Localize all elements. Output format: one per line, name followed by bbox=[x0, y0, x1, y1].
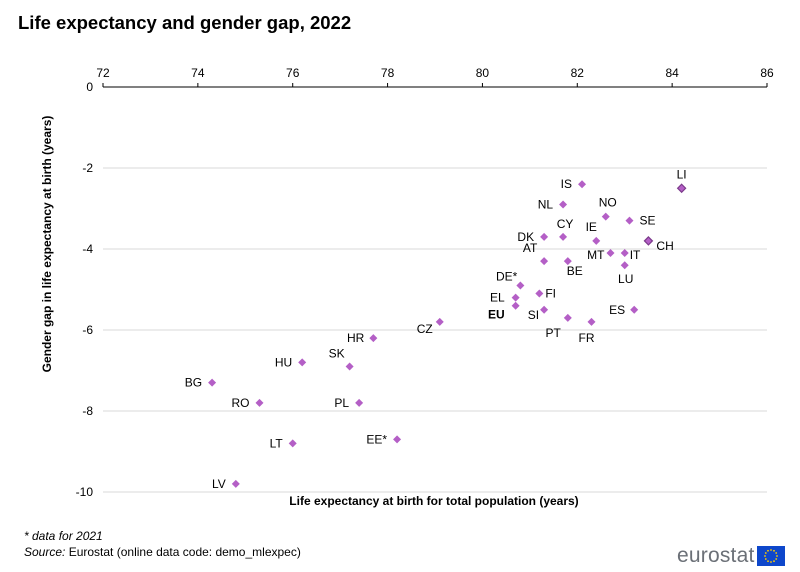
data-point-de bbox=[516, 281, 525, 290]
data-point-ro bbox=[255, 398, 264, 407]
chart-title: Life expectancy and gender gap, 2022 bbox=[18, 12, 352, 33]
x-tick-label: 72 bbox=[96, 66, 110, 80]
point-label-be: BE bbox=[567, 264, 583, 278]
point-label-si: SI bbox=[528, 308, 539, 322]
data-point-li bbox=[676, 183, 687, 194]
data-point-no bbox=[601, 212, 610, 221]
point-label-dk: DK bbox=[517, 230, 534, 244]
y-axis-label: Gender gap in life expectancy at birth (… bbox=[40, 116, 54, 373]
x-axis-label: Life expectancy at birth for total popul… bbox=[289, 494, 578, 508]
data-point-nl bbox=[559, 200, 568, 209]
point-label-it: IT bbox=[630, 248, 641, 262]
source-text: Eurostat (online data code: demo_mlexpec… bbox=[68, 545, 301, 559]
data-point-el bbox=[511, 293, 520, 302]
data-point-cz bbox=[435, 317, 444, 326]
point-label-de: DE* bbox=[496, 269, 518, 283]
footnote: * data for 2021 bbox=[24, 529, 103, 543]
point-label-ee: EE* bbox=[366, 432, 387, 446]
data-point-ee bbox=[393, 435, 402, 444]
x-tick-label: 74 bbox=[191, 66, 205, 80]
point-label-ro: RO bbox=[232, 396, 250, 410]
point-label-eu: EU bbox=[488, 308, 505, 322]
eurostat-logo: eurostat bbox=[677, 544, 786, 568]
point-label-cy: CY bbox=[557, 217, 574, 231]
data-point-se bbox=[625, 216, 634, 225]
point-label-ch: CH bbox=[656, 239, 673, 253]
point-label-pl: PL bbox=[334, 396, 349, 410]
data-point-dk bbox=[540, 232, 549, 241]
data-point-at bbox=[540, 257, 549, 266]
point-label-no: NO bbox=[599, 196, 617, 210]
data-point-es bbox=[630, 305, 639, 314]
x-axis-ticks: 72 74 76 78 80 82 84 86 bbox=[96, 66, 774, 87]
data-point-hr bbox=[369, 334, 378, 343]
point-label-cz: CZ bbox=[417, 322, 433, 336]
logo-text: eurostat bbox=[677, 544, 755, 567]
x-tick-label: 78 bbox=[381, 66, 395, 80]
x-tick-label: 84 bbox=[665, 66, 679, 80]
data-point-lt bbox=[288, 439, 297, 448]
data-point-sk bbox=[345, 362, 354, 371]
x-tick-label: 76 bbox=[286, 66, 300, 80]
point-label-hu: HU bbox=[275, 355, 292, 369]
data-point-ie bbox=[592, 236, 601, 245]
eu-flag-icon bbox=[757, 546, 786, 566]
data-point-fr bbox=[587, 317, 596, 326]
data-point-ch bbox=[643, 236, 654, 246]
point-label-hr: HR bbox=[347, 331, 365, 345]
point-label-lu: LU bbox=[618, 272, 633, 286]
point-label-el: EL bbox=[490, 291, 505, 305]
point-label-ie: IE bbox=[586, 220, 597, 234]
point-label-li: LI bbox=[677, 167, 687, 181]
point-label-lv: LV bbox=[212, 477, 226, 491]
data-point-cy bbox=[559, 232, 568, 241]
point-label-pt: PT bbox=[545, 326, 561, 340]
data-point-it bbox=[620, 249, 629, 258]
point-label-nl: NL bbox=[538, 197, 554, 211]
y-tick-label: -10 bbox=[76, 485, 94, 499]
x-tick-label: 86 bbox=[760, 66, 774, 80]
data-point-si bbox=[540, 305, 549, 314]
y-axis-ticks: 0 -2 -4 -6 -8 -10 bbox=[76, 80, 94, 499]
point-label-se: SE bbox=[639, 214, 655, 228]
data-point-pt bbox=[563, 313, 572, 322]
y-tick-label: -8 bbox=[82, 404, 93, 418]
y-tick-label: -2 bbox=[82, 161, 93, 175]
point-label-mt: MT bbox=[587, 248, 605, 262]
source-note: Source: Eurostat (online data code: demo… bbox=[24, 545, 301, 559]
point-label-bg: BG bbox=[185, 376, 202, 390]
data-point-is bbox=[578, 180, 587, 189]
point-label-is: IS bbox=[561, 177, 572, 191]
point-labels: LI IS NL NO SE CY DK IE CH MT IT AT BE LU DE* FI EL EU SI E… bbox=[185, 167, 687, 491]
point-label-fi: FI bbox=[545, 287, 556, 301]
scatter-chart: 72 74 76 78 80 82 84 86 0 -2 -4 -6 -8 -10 LI IS NL NO SE… bbox=[40, 66, 774, 508]
y-tick-label: -6 bbox=[82, 323, 93, 337]
gridlines bbox=[103, 167, 767, 493]
point-label-at: AT bbox=[523, 241, 538, 255]
point-label-es: ES bbox=[609, 303, 625, 317]
data-point-lv bbox=[231, 479, 240, 488]
data-point-lu bbox=[620, 261, 629, 270]
data-point-eu bbox=[511, 301, 520, 310]
point-label-fr: FR bbox=[579, 331, 595, 345]
x-tick-label: 80 bbox=[476, 66, 490, 80]
data-point-mt bbox=[606, 249, 615, 258]
x-tick-label: 82 bbox=[571, 66, 585, 80]
data-point-pl bbox=[355, 398, 364, 407]
point-label-sk: SK bbox=[329, 346, 345, 360]
data-points bbox=[208, 180, 687, 488]
data-point-bg bbox=[208, 378, 217, 387]
data-point-be bbox=[563, 257, 572, 266]
y-tick-label: -4 bbox=[82, 242, 93, 256]
data-point-hu bbox=[298, 358, 307, 367]
point-label-lt: LT bbox=[270, 436, 284, 450]
y-tick-label: 0 bbox=[86, 80, 93, 94]
data-point-fi bbox=[535, 289, 544, 298]
source-label: Source: bbox=[24, 545, 66, 559]
